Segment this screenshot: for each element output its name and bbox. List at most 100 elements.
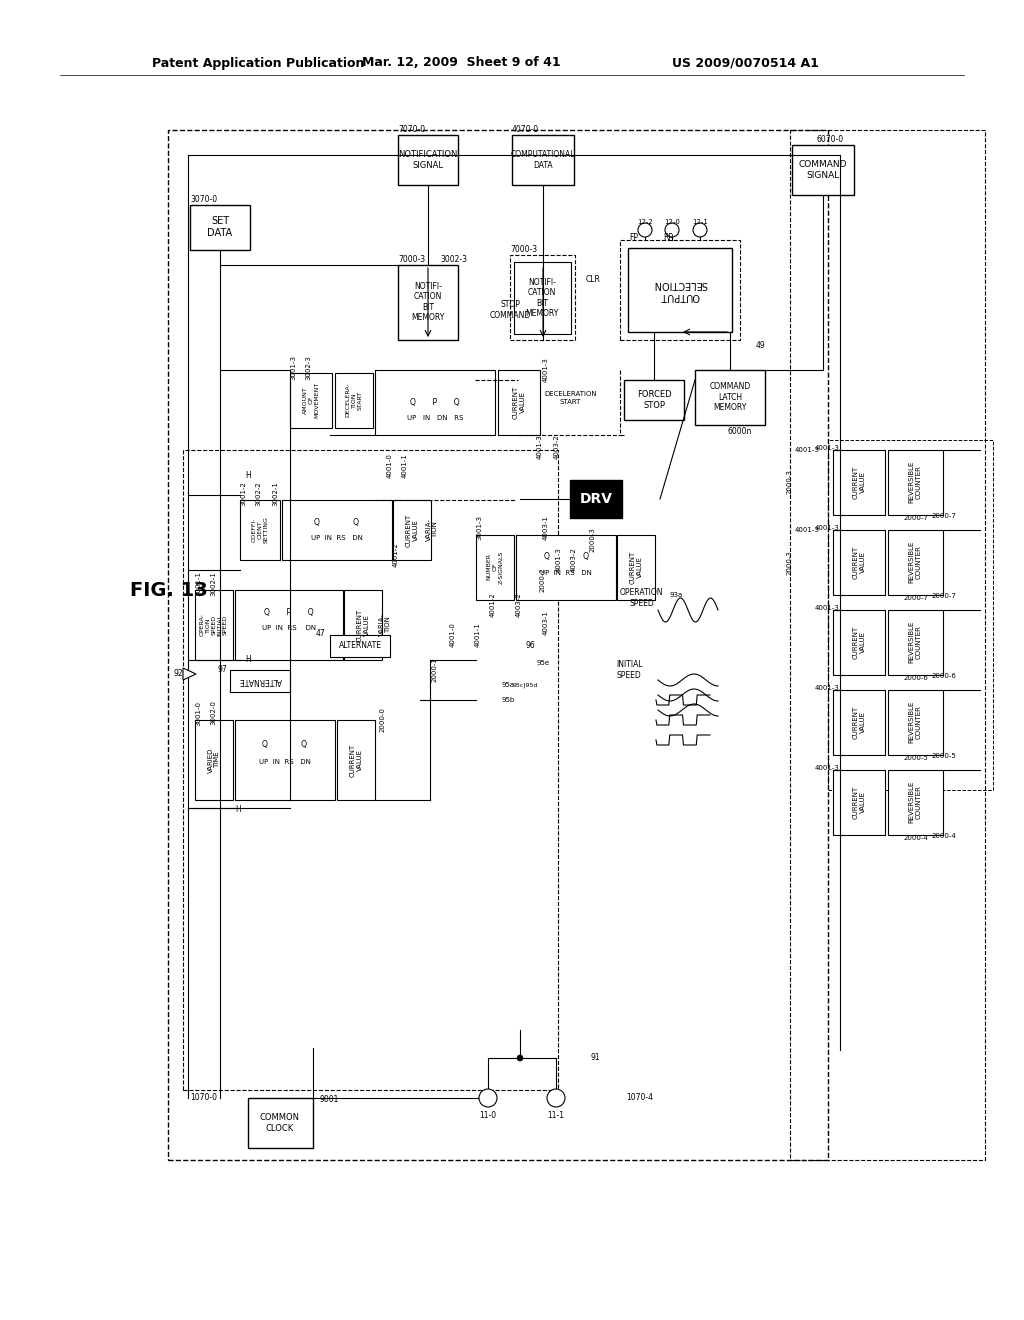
Bar [337,719,375,800]
Text: NOTIFI-
CATION
BIT
MEMORY: NOTIFI- CATION BIT MEMORY [412,282,444,322]
Text: CURRENT
VALUE: CURRENT VALUE [853,626,865,659]
Text: NUMBER
OF
Z-SIGNALS: NUMBER OF Z-SIGNALS [486,550,504,583]
Text: 2000-7: 2000-7 [932,513,956,519]
Text: UP  IN  RS   DN: UP IN RS DN [311,535,362,541]
Text: Q              Q: Q Q [544,553,589,561]
Text: 3002-3: 3002-3 [440,256,467,264]
Text: US 2009/0070514 A1: US 2009/0070514 A1 [672,57,819,70]
Text: 3002-0: 3002-0 [210,701,216,726]
Text: 6000n: 6000n [728,428,753,437]
Text: Q       P       Q: Q P Q [264,607,313,616]
Bar [624,380,684,420]
Text: RP: RP [663,234,673,243]
Text: 3001-0: 3001-0 [195,701,201,726]
Text: COMMAND
SIGNAL: COMMAND SIGNAL [799,160,847,180]
Bar [498,370,540,436]
Text: ALTERNATE: ALTERNATE [339,642,382,651]
Text: Q              Q: Q Q [314,517,359,527]
Text: 4001-3: 4001-3 [556,548,562,573]
Text: 2000-6: 2000-6 [932,673,956,678]
Text: DECELERATION
START: DECELERATION START [544,392,597,404]
Text: FP: FP [630,234,639,243]
Text: UP  IN  RS   DN: UP IN RS DN [540,570,592,576]
Bar [833,690,885,755]
Text: DECELERA-
TION
START: DECELERA- TION START [346,383,362,417]
Bar [344,590,382,660]
Bar [248,1098,313,1148]
Text: VARIED
TIME: VARIED TIME [208,747,220,772]
Text: 95b: 95b [502,697,515,704]
Bar [888,770,943,836]
Text: CURRENT
VALUE: CURRENT VALUE [853,785,865,818]
Text: H: H [245,656,251,664]
Text: 3001-2: 3001-2 [240,482,246,507]
Text: Patent Application Publication: Patent Application Publication [152,57,365,70]
Text: UP   IN   DN   RS: UP IN DN RS [407,414,463,421]
Bar [290,374,332,428]
Text: 4001-2: 4001-2 [490,593,496,618]
Bar [790,129,985,1160]
Text: 4001-1: 4001-1 [402,454,408,478]
Text: 3002-1: 3002-1 [272,482,278,507]
Text: ALTERNATE: ALTERNATE [239,676,282,685]
Text: 6070-0: 6070-0 [816,136,844,144]
Bar [514,261,571,334]
Bar [833,531,885,595]
Text: COMMON
CLOCK: COMMON CLOCK [260,1113,300,1133]
Text: FIG. 13: FIG. 13 [130,581,208,599]
Text: COMPUTATIONAL
DATA: COMPUTATIONAL DATA [511,150,575,170]
Text: 7070-0: 7070-0 [398,125,425,135]
Text: REVERSIBLE
COUNTER: REVERSIBLE COUNTER [908,541,922,583]
Text: CURRENT
VALUE: CURRENT VALUE [349,743,362,776]
Bar [330,635,390,657]
Text: 9001: 9001 [319,1096,339,1105]
Text: 4001-3: 4001-3 [795,527,820,533]
Text: 49: 49 [756,341,766,350]
Text: 4003-2: 4003-2 [516,593,522,618]
Text: CURRENT
VALUE: CURRENT VALUE [853,545,865,578]
Text: 91: 91 [590,1053,600,1063]
Text: 4001-1: 4001-1 [475,623,481,647]
Bar [190,205,250,249]
Text: CLR: CLR [586,276,601,285]
Text: 4001-2: 4001-2 [393,543,399,568]
Text: CURRENT
VALUE: CURRENT VALUE [356,609,370,642]
Text: AMOUNT
OF
MOVEMENT: AMOUNT OF MOVEMENT [303,381,319,418]
Text: 2000-3: 2000-3 [787,550,793,576]
Bar [628,248,732,333]
Text: OPERA-
TION
SPEED
INITIAL
SPEED: OPERA- TION SPEED INITIAL SPEED [200,614,228,636]
Bar [570,480,622,517]
Circle shape [693,223,707,238]
Text: 1070-4: 1070-4 [627,1093,653,1102]
Text: 4001-0: 4001-0 [450,623,456,647]
Bar [282,500,392,560]
Text: 2000-4: 2000-4 [932,833,956,840]
Text: 7000-3: 7000-3 [398,256,425,264]
Text: 2000-3: 2000-3 [787,470,793,495]
Text: Q              Q: Q Q [262,741,307,750]
Text: VARIA-
TION: VARIA- TION [426,519,438,541]
Text: 4001-3: 4001-3 [537,434,543,459]
Bar [510,255,575,341]
Text: 4003-2: 4003-2 [554,434,560,459]
Circle shape [479,1089,497,1107]
Bar [620,240,740,341]
Text: 2000-0: 2000-0 [380,708,386,733]
Text: 12-0: 12-0 [664,219,680,224]
Text: INITIAL
SPEED: INITIAL SPEED [616,660,643,680]
Bar [234,590,343,660]
Text: 2000-5: 2000-5 [932,752,956,759]
Text: 2000-3: 2000-3 [590,528,596,553]
Text: 93a: 93a [670,591,683,598]
Text: REVERSIBLE
COUNTER: REVERSIBLE COUNTER [908,781,922,824]
Bar [335,374,373,428]
Text: DRV: DRV [580,492,612,506]
Text: REVERSIBLE
COUNTER: REVERSIBLE COUNTER [908,620,922,663]
Text: 2000-6: 2000-6 [903,675,929,681]
Text: 4001-3: 4001-3 [795,447,820,453]
Text: 2000-4: 2000-4 [903,836,929,841]
Text: 4070-0: 4070-0 [512,125,539,135]
Text: 4001-3: 4001-3 [814,525,840,531]
Text: 95c|95d: 95c|95d [512,682,538,688]
Text: 3002-1: 3002-1 [210,572,216,597]
